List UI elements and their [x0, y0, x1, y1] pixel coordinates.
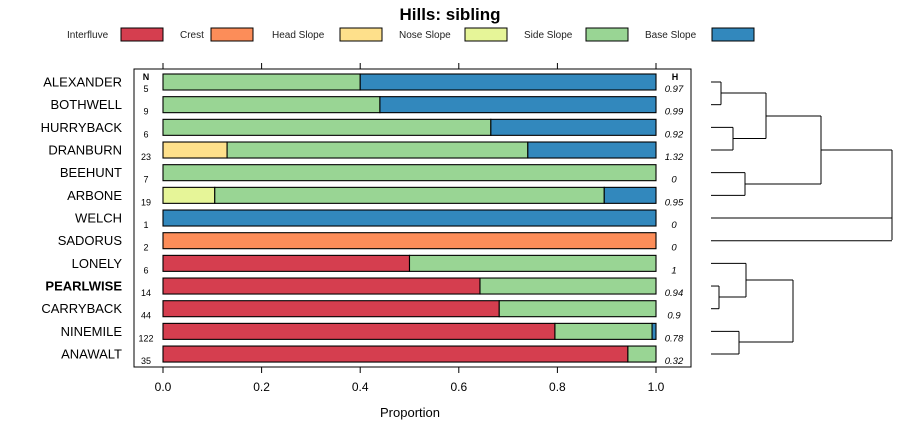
- row-label-ninemile: NINEMILE: [61, 324, 123, 339]
- n-value-lonely: 6: [143, 265, 148, 275]
- legend-label-interfluve: Interfluve: [67, 30, 109, 41]
- h-value-hurryback: 0.92: [665, 129, 684, 140]
- n-column-header: N: [143, 72, 150, 82]
- legend-swatch-nose-slope: [464, 27, 508, 42]
- bar-dranburn-side-slope: [226, 141, 529, 159]
- chart-title: Hills: sibling: [399, 5, 500, 24]
- bar-bothwell-side-slope: [162, 96, 381, 114]
- h-value-dranburn: 1.32: [665, 152, 684, 163]
- x-axis-title: Proportion: [380, 405, 440, 420]
- bar-lonely-side-slope: [408, 254, 657, 272]
- legend-label-nose-slope: Nose Slope: [399, 30, 451, 41]
- plot-panel: [133, 68, 692, 368]
- legend-label-head-slope: Head Slope: [272, 30, 325, 41]
- x-tick-label-1: 0.2: [253, 380, 270, 394]
- row-label-pearlwise: PEARLWISE: [45, 279, 122, 294]
- n-value-sadorus: 2: [143, 243, 148, 253]
- h-value-alexander: 0.97: [665, 84, 684, 95]
- bar-beehunt-side-slope: [162, 164, 657, 182]
- bar-arbone-side-slope: [214, 186, 605, 204]
- bar-pearlwise-side-slope: [479, 277, 657, 295]
- h-value-anawalt: 0.32: [665, 356, 684, 367]
- h-value-arbone: 0.95: [665, 197, 684, 208]
- legend-label-side-slope: Side Slope: [524, 30, 573, 41]
- legend-swatch-crest: [210, 27, 254, 42]
- n-value-bothwell: 9: [143, 107, 148, 117]
- legend: Interfluve Crest Head Slope Nose Slope Side …: [67, 27, 755, 42]
- bar-arbone-base-slope: [603, 186, 657, 204]
- bar-alexander-base-slope: [359, 73, 657, 91]
- h-value-ninemile: 0.78: [665, 333, 684, 344]
- row-label-hurryback: HURRYBACK: [41, 120, 123, 135]
- row-label-dranburn: DRANBURN: [48, 143, 122, 158]
- bar-carryback-interfluve: [162, 300, 500, 318]
- bar-bothwell-base-slope: [379, 96, 657, 114]
- row-label-anawalt: ANAWALT: [61, 347, 122, 362]
- bar-dranburn-base-slope: [527, 141, 657, 159]
- n-value-beehunt: 7: [143, 175, 148, 185]
- n-value-ninemile: 122: [138, 333, 153, 343]
- bar-dranburn-head-slope: [162, 141, 228, 159]
- legend-swatch-interfluve: [120, 27, 164, 42]
- h-column-header: H: [672, 72, 679, 82]
- legend-swatch-head-slope: [339, 27, 383, 42]
- bar-anawalt-interfluve: [162, 345, 629, 363]
- legend-label-crest: Crest: [180, 30, 204, 41]
- h-value-lonely: 1: [671, 265, 676, 276]
- row-label-carryback: CARRYBACK: [41, 301, 122, 316]
- bar-hurryback-side-slope: [162, 118, 492, 136]
- n-value-welch: 1: [143, 220, 148, 230]
- h-value-welch: 0: [671, 220, 677, 231]
- n-value-alexander: 5: [143, 84, 148, 94]
- x-tick-label-4: 0.8: [549, 380, 566, 394]
- n-value-arbone: 19: [141, 197, 151, 207]
- bar-ninemile-side-slope: [554, 322, 653, 340]
- bar-welch-base-slope: [162, 209, 657, 227]
- bar-arbone-nose-slope: [162, 186, 216, 204]
- n-value-dranburn: 23: [141, 152, 151, 162]
- bar-carryback-side-slope: [498, 300, 657, 318]
- h-value-pearlwise: 0.94: [665, 288, 684, 299]
- row-label-bothwell: BOTHWELL: [50, 97, 122, 112]
- row-label-sadorus: SADORUS: [58, 233, 123, 248]
- h-value-carryback: 0.9: [667, 311, 681, 322]
- h-value-bothwell: 0.99: [665, 107, 684, 118]
- n-value-hurryback: 6: [143, 129, 148, 139]
- dendrogram: [711, 81, 893, 355]
- row-label-alexander: ALEXANDER: [43, 75, 122, 90]
- row-label-lonely: LONELY: [72, 256, 123, 271]
- bar-ninemile-base-slope: [651, 322, 657, 340]
- legend-swatch-side-slope: [585, 27, 629, 42]
- n-value-anawalt: 35: [141, 356, 151, 366]
- bar-anawalt-side-slope: [627, 345, 657, 363]
- h-value-beehunt: 0: [671, 175, 677, 186]
- bar-hurryback-base-slope: [490, 118, 657, 136]
- n-value-carryback: 44: [141, 311, 151, 321]
- x-tick-label-0: 0.0: [155, 380, 172, 394]
- row-label-arbone: ARBONE: [67, 188, 122, 203]
- bar-pearlwise-interfluve: [162, 277, 481, 295]
- n-value-pearlwise: 14: [141, 288, 151, 298]
- row-label-beehunt: BEEHUNT: [60, 165, 122, 180]
- bar-alexander-side-slope: [162, 73, 361, 91]
- bar-sadorus-crest: [162, 232, 657, 250]
- legend-swatch-base-slope: [711, 27, 755, 42]
- legend-label-base-slope: Base Slope: [645, 30, 697, 41]
- row-label-welch: WELCH: [75, 211, 122, 226]
- x-tick-label-5: 1.0: [648, 380, 665, 394]
- x-axis: 0.0 0.2 0.4 0.6 0.8 1.0: [155, 63, 665, 394]
- x-tick-label-2: 0.4: [352, 380, 369, 394]
- h-value-sadorus: 0: [671, 243, 677, 254]
- x-tick-label-3: 0.6: [450, 380, 467, 394]
- bar-lonely-interfluve: [162, 254, 411, 272]
- bar-ninemile-interfluve: [162, 322, 556, 340]
